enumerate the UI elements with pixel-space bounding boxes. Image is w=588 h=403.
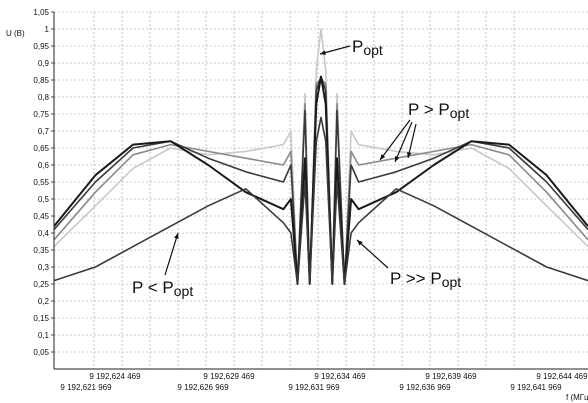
- annotation-arrow: [379, 119, 411, 161]
- y-tick-label: 1: [45, 25, 50, 34]
- y-tick-label: 0,45: [33, 212, 49, 221]
- y-axis-label: U (B): [6, 29, 25, 38]
- y-tick-label: 0,8: [38, 93, 50, 102]
- annotation-arrow: [394, 121, 413, 163]
- y-tick-label: 0,5: [38, 195, 50, 204]
- y-tick-label: 0,25: [33, 280, 49, 289]
- y-tick-label: 0,7: [38, 127, 50, 136]
- x-tick-label: 9 192,621 969: [60, 383, 112, 392]
- x-tick-label: 9 192,641 969: [510, 383, 562, 392]
- x-tick-label: 9 192,636 969: [399, 383, 451, 392]
- axes: [51, 11, 588, 370]
- y-tick-label: 0,4: [38, 229, 50, 238]
- y-tick-label: 0,05: [33, 348, 49, 357]
- y-tick-label: 0,35: [33, 246, 49, 255]
- annotation-p-less: P < Popt: [132, 278, 193, 299]
- y-tick-label: 0,55: [33, 178, 49, 187]
- y-tick-label: 0,15: [33, 314, 49, 323]
- y-tick-label: 0,75: [33, 110, 49, 119]
- y-tick-label: 0,2: [38, 297, 50, 306]
- annotation-popt: Popt: [352, 37, 383, 58]
- x-tick-label: 9 192,624 469: [89, 372, 141, 381]
- series-line-1: [53, 28, 588, 285]
- x-tick-label: 9 192,644 469: [536, 372, 588, 381]
- y-tick-label: 0,65: [33, 144, 49, 153]
- series-line-4: [53, 75, 588, 285]
- x-tick-label: 9 192,629 469: [203, 372, 255, 381]
- series-group: [53, 28, 588, 285]
- y-tick-label: 0,85: [33, 76, 49, 85]
- y-tick-label: 1,05: [33, 8, 49, 17]
- y-tick-label: 0,3: [38, 263, 50, 272]
- x-tick-label: 9 192,639 469: [425, 372, 477, 381]
- x-tick-label: 9 192,626 969: [177, 383, 229, 392]
- annotation-p-greater: P > Popt: [408, 100, 469, 121]
- x-tick-label: 9 192,634 469: [314, 372, 366, 381]
- series-line-5: [53, 116, 588, 285]
- x-tick-labels: 9 192,624 469 9 192,629 469 9 192,634 469 9…: [60, 372, 588, 392]
- annotation-arrowhead: [406, 152, 412, 158]
- annotation-arrow: [356, 239, 389, 269]
- annotation-arrow: [407, 123, 417, 159]
- x-axis-label: f (MГц): [566, 393, 588, 402]
- annotation-arrowhead: [380, 154, 386, 160]
- x-tick-label: 9 192,631 969: [288, 383, 340, 392]
- grid: [54, 11, 588, 369]
- annotation-arrowhead: [320, 50, 326, 55]
- annotation-arrowhead: [174, 233, 179, 239]
- y-tick-labels: 0,05 0,1 0,15 0,2 0,25 0,3 0,35 0,4 0,45 0,5 0,55 0…: [33, 8, 49, 357]
- y-tick-label: 0,1: [38, 331, 50, 340]
- annotation-arrowhead: [357, 240, 363, 246]
- y-tick-label: 0,95: [33, 42, 49, 51]
- annotation-arrow: [164, 232, 179, 276]
- annotation-arrowhead: [395, 156, 400, 162]
- y-tick-label: 0,9: [38, 59, 50, 68]
- annotation-p-much-greater: P >> Popt: [390, 269, 461, 290]
- y-tick-label: 0,6: [38, 161, 50, 170]
- annotations: Popt P > Popt P < Popt P >> Popt: [132, 37, 469, 299]
